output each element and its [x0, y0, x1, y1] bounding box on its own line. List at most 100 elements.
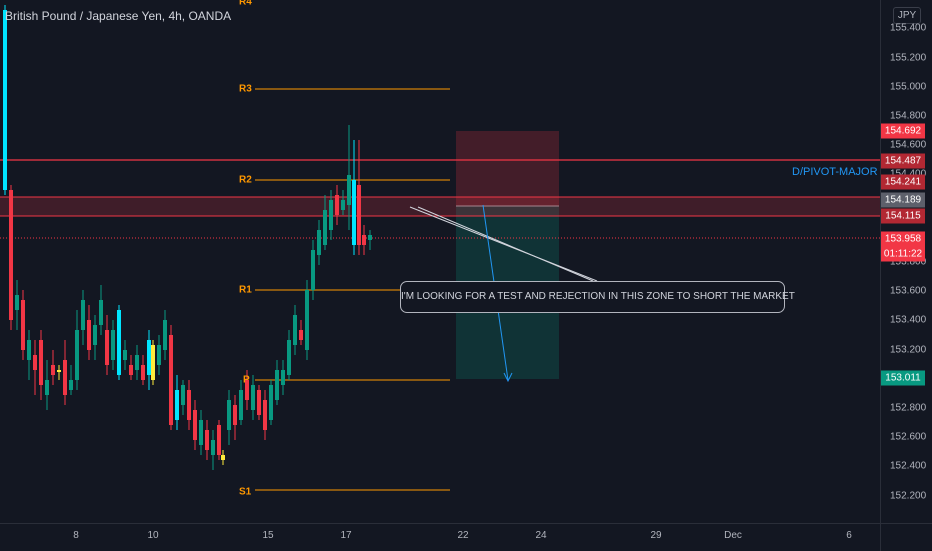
resistance-zone	[0, 197, 880, 216]
major-pivot-label: D/PIVOT-MAJOR R	[792, 166, 889, 178]
pivot-label-p: P	[243, 374, 250, 386]
candle-body	[293, 315, 297, 345]
candle-body	[45, 380, 49, 395]
price-tag-zone-bottom: 154.115	[881, 208, 925, 224]
candle-body	[123, 350, 127, 360]
pivot-label-r1: R1	[239, 284, 252, 296]
candle-body	[151, 345, 155, 380]
candle-body	[21, 300, 25, 350]
candle-body	[341, 200, 345, 210]
candlestick-series	[3, 5, 372, 470]
pivot-label-r4: R4	[239, 0, 252, 8]
annotation-note[interactable]: I'M LOOKING FOR A TEST AND REJECTION IN …	[400, 281, 795, 313]
symbol-title: British Pound / Japanese Yen, 4h, OANDA	[5, 9, 232, 23]
candle-body	[211, 440, 215, 455]
price-tick: 152.200	[890, 490, 927, 502]
candle-body	[163, 320, 167, 350]
price-tag-major-r: 154.487	[881, 153, 925, 169]
candle-body	[263, 400, 267, 430]
candle-body	[181, 385, 185, 405]
price-tick: 154.400	[890, 169, 926, 180]
candle-body	[352, 180, 356, 245]
candle-body	[323, 210, 327, 245]
candle-body	[217, 425, 221, 455]
price-tag-zone-top: 154.241	[881, 174, 925, 190]
candle-body	[105, 330, 109, 365]
candle-body	[305, 290, 309, 350]
candle-body	[199, 420, 203, 445]
candle-body	[3, 10, 7, 190]
candle-body	[335, 195, 339, 215]
candle-body	[368, 235, 372, 240]
price-tag-entry: 154.189	[881, 192, 925, 208]
candle-body	[175, 390, 179, 420]
price-chart[interactable]	[0, 0, 880, 523]
bar-countdown: 01:11:22	[881, 246, 925, 262]
candle-body	[311, 250, 315, 290]
time-tick: 15	[262, 530, 274, 541]
candle-body	[227, 400, 231, 430]
currency-button[interactable]: JPY	[893, 7, 921, 24]
time-tick: 10	[147, 530, 159, 541]
candle-body	[63, 360, 67, 395]
candle-body	[93, 325, 97, 345]
axis-corner	[880, 523, 932, 551]
candle-body	[239, 390, 243, 420]
candle-body	[362, 235, 366, 245]
candle-body	[33, 355, 37, 370]
candle-body	[9, 190, 13, 320]
candle-body	[357, 185, 361, 245]
time-tick: 22	[457, 530, 469, 541]
price-tick: 153.200	[890, 344, 927, 356]
candle-body	[39, 340, 43, 385]
price-tick: 153.800	[890, 256, 927, 268]
time-tick: Dec	[724, 530, 742, 541]
pivot-label-s1: S1	[239, 486, 252, 498]
candle-body	[69, 380, 73, 390]
candle-body	[275, 370, 279, 400]
price-tick: 155.400	[890, 22, 927, 34]
price-tick: 152.800	[890, 402, 927, 414]
candle-body	[329, 200, 333, 230]
price-tag-stop: 154.692	[881, 123, 925, 139]
candle-body	[135, 355, 139, 370]
candle-body	[169, 335, 173, 425]
candle-body	[15, 295, 19, 310]
price-tick: 154.600	[890, 139, 927, 151]
candle-body	[317, 230, 321, 255]
price-tick: 153.600	[890, 285, 927, 297]
price-tick: 155.000	[890, 81, 927, 93]
time-tick: 29	[650, 530, 662, 541]
candle-body	[193, 410, 197, 440]
candle-body	[147, 340, 151, 375]
price-tick: 152.400	[890, 460, 927, 472]
candle-body	[221, 455, 225, 460]
candle-body	[257, 390, 261, 415]
candle-body	[117, 310, 121, 375]
candle-body	[27, 340, 31, 360]
candle-body	[251, 385, 255, 410]
candle-body	[141, 365, 145, 380]
price-tick: 155.200	[890, 52, 927, 64]
candle-body	[205, 430, 209, 450]
candle-body	[57, 370, 61, 372]
candle-body	[157, 345, 161, 365]
candle-body	[81, 300, 85, 330]
candle-body	[111, 330, 115, 360]
callout-line-2	[417, 206, 594, 282]
price-axis[interactable]	[880, 0, 932, 523]
candle-body	[233, 405, 237, 425]
candle-body	[347, 175, 351, 205]
time-axis[interactable]	[0, 523, 880, 551]
stop-loss-zone	[456, 131, 559, 206]
candle-body	[51, 365, 55, 375]
price-tag-target: 153.011	[881, 370, 925, 386]
candle-body	[99, 300, 103, 325]
callout-line	[409, 206, 598, 282]
projection-arrow-head	[503, 372, 513, 383]
pivot-label-r2: R2	[239, 174, 252, 186]
candle-body	[187, 390, 191, 420]
time-tick: 17	[340, 530, 352, 541]
pivot-label-r3: R3	[239, 83, 252, 95]
candle-body	[75, 330, 79, 380]
